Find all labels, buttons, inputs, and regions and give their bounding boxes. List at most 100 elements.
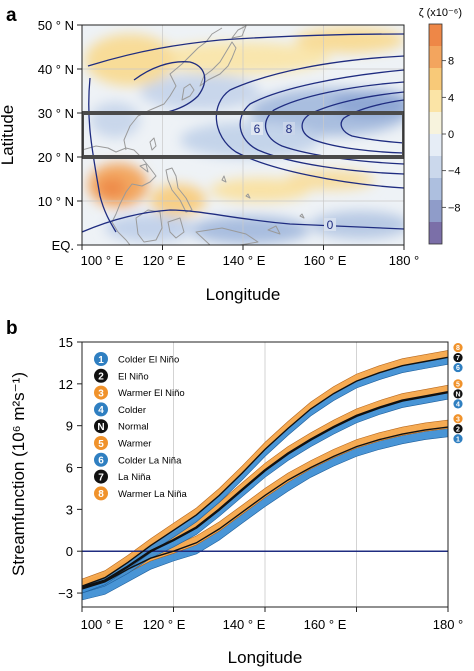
ytick-label: 15: [59, 335, 73, 350]
end-marker-symbol: 5: [456, 381, 460, 388]
map-ytick-label: EQ.: [52, 238, 74, 253]
end-marker: [453, 389, 463, 399]
colorbar-cell: [429, 112, 442, 134]
legend-marker: [94, 452, 108, 467]
end-markers: 8 7 6 5 N 4 3 2 1: [453, 342, 463, 444]
panel-a-vorticity-map: a: [0, 5, 462, 304]
end-marker: [453, 379, 463, 389]
colorbar-cell: [429, 134, 442, 156]
legend-marker: [94, 352, 108, 366]
map-ytick-label: 50 ° N: [38, 18, 74, 33]
legend-marker-symbol: 3: [98, 388, 104, 399]
ytick-label: 6: [66, 461, 73, 476]
map-x-axis: 100 ° E 120 ° E 140 ° E 160 ° E 180 °: [81, 245, 420, 268]
contour-label-0: 0: [327, 218, 334, 232]
colorbar-label: ζ (x10⁻⁶): [419, 7, 462, 19]
end-marker-symbol: 6: [456, 365, 460, 372]
end-marker-symbol: 4: [456, 401, 460, 408]
legend-label: Warmer El Niño: [118, 388, 185, 399]
xtick-label: 120 ° E: [143, 617, 186, 632]
colorbar-cell: [429, 222, 442, 244]
colorbar-cell: [429, 200, 442, 222]
legend-marker: [94, 385, 108, 400]
legend-label: Warmer La Niña: [118, 489, 188, 500]
colorbar-cell: [429, 68, 442, 90]
legend-marker: [94, 402, 108, 417]
ytick-label: 9: [66, 419, 73, 434]
map-x-axis-title: Longitude: [206, 285, 281, 304]
colorbar-tick-label: −8: [448, 202, 461, 214]
legend-label: Colder El Niño: [118, 355, 179, 366]
legend-marker-symbol: 8: [98, 489, 104, 500]
map-xtick-label: 140 ° E: [223, 253, 266, 268]
end-marker: [453, 342, 463, 353]
vorticity-field: 6 8 0: [82, 25, 404, 245]
map-ytick-label: 30 ° N: [38, 106, 74, 121]
legend-label: Colder: [118, 405, 146, 416]
legend-marker: [94, 486, 108, 501]
end-marker-symbol: N: [455, 391, 460, 398]
plot-x-axis: 100 ° E 120 ° E 140 ° E 160 ° E 180 °: [81, 607, 464, 632]
end-marker: [453, 424, 463, 434]
colorbar-tick-label: 0: [448, 129, 454, 141]
series-line: [82, 391, 448, 589]
plot-x-axis-title: Longitude: [228, 648, 303, 667]
coastlines: [82, 25, 305, 245]
legend-marker-symbol: 5: [98, 439, 104, 450]
end-marker: [453, 362, 463, 373]
map-ytick-label: 20 ° N: [38, 150, 74, 165]
xtick-label: 100 ° E: [81, 617, 124, 632]
analysis-region-box: [82, 111, 404, 159]
xtick-label: 160 ° E: [304, 617, 347, 632]
map-ytick-label: 10 ° N: [38, 194, 74, 209]
warm-uncertainty-band: [82, 419, 448, 593]
legend-marker-symbol: 6: [98, 456, 104, 467]
xtick-label: 140 ° E: [223, 617, 266, 632]
contour-label-6: 6: [254, 122, 261, 136]
contour-label-8: 8: [286, 122, 293, 136]
xtick-label: 180 °: [433, 617, 464, 632]
map-y-axis: EQ. 10 ° N 20 ° N 30 ° N 40 ° N 50 ° N: [38, 18, 82, 253]
legend-label: Normal: [118, 422, 149, 433]
ytick-label: −3: [58, 586, 73, 601]
legend-marker: [94, 469, 108, 484]
map-xtick-label: 160 ° E: [304, 253, 347, 268]
end-marker-symbol: 8: [456, 345, 460, 352]
series-line: [82, 356, 448, 587]
legend-marker-symbol: 2: [98, 372, 104, 383]
plot-area: [82, 350, 448, 601]
legend-marker-symbol: 7: [98, 472, 104, 483]
ytick-label: 0: [66, 544, 73, 559]
colorbar-cell: [429, 24, 442, 46]
end-marker-symbol: 3: [456, 416, 460, 423]
legend-marker: [94, 419, 108, 434]
map-xtick-label: 100 ° E: [81, 253, 124, 268]
legend-label: Warmer: [118, 439, 151, 450]
series-line: [82, 426, 448, 590]
colorbar-cell: [429, 46, 442, 68]
colorbar-cell: [429, 156, 442, 178]
ytick-label: 3: [66, 502, 73, 517]
streamfunction-contours: [82, 33, 404, 233]
ytick-label: 12: [59, 377, 73, 392]
legend-marker: [94, 436, 108, 450]
end-marker: [453, 434, 463, 444]
panel-a-letter: a: [6, 5, 17, 26]
end-marker: [453, 399, 463, 409]
end-marker: [453, 414, 463, 424]
vorticity-colorbar: ζ (x10⁻⁶) −8 −4 0 4 8: [419, 7, 462, 245]
plot-y-axis: −3 0 3 6 9 12 15: [58, 335, 82, 601]
colorbar-cell: [429, 90, 442, 112]
map-xtick-label: 180 °: [389, 253, 420, 268]
legend-label: La Niña: [118, 472, 151, 483]
end-marker-symbol: 2: [456, 426, 460, 433]
map-ytick-label: 40 ° N: [38, 62, 74, 77]
colorbar-tick-label: 4: [448, 92, 454, 104]
plot-legend: 1 Colder El Niño 2 El Niño 3 Warmer El Niño 4 C…: [94, 352, 188, 501]
legend-label: El Niño: [118, 371, 149, 382]
map-y-axis-title: Latitude: [0, 105, 17, 166]
end-marker: [453, 352, 463, 363]
map-xtick-label: 120 ° E: [143, 253, 186, 268]
